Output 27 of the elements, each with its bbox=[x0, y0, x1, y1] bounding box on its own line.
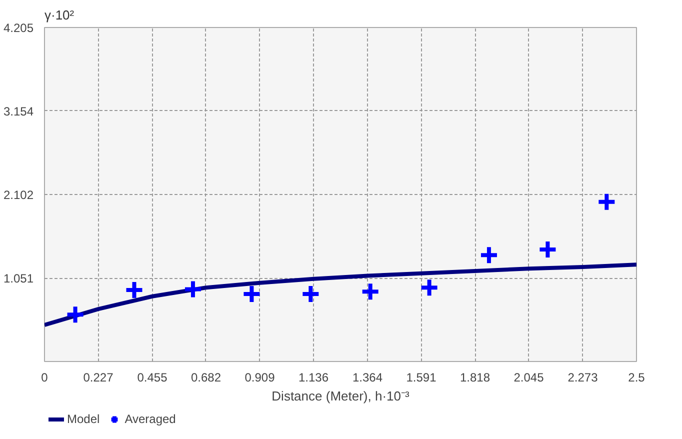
x-tick-label: 1.818 bbox=[460, 370, 490, 384]
y-tick-label: 1.051 bbox=[3, 272, 34, 286]
legend-label: Averaged bbox=[124, 412, 176, 426]
point bbox=[478, 245, 499, 266]
y-tick-label: 2.102 bbox=[3, 188, 34, 202]
x-tick-label: 2.5 bbox=[628, 370, 646, 384]
y-axis-title: γ·10² bbox=[44, 8, 75, 22]
y-tick-label: 4.205 bbox=[3, 21, 34, 35]
x-tick-label: 0 bbox=[41, 370, 48, 384]
x-tick-label: 1.364 bbox=[352, 370, 383, 384]
x-tick-label: 0.682 bbox=[190, 370, 222, 384]
x-axis-title: Distance (Meter), h·10⁻³ bbox=[272, 388, 410, 404]
point bbox=[419, 278, 440, 298]
x-tick-label: 2.273 bbox=[568, 370, 598, 384]
point bbox=[596, 192, 617, 212]
line-series bbox=[44, 262, 636, 327]
y-tick-label: 3.154 bbox=[3, 104, 34, 118]
point bbox=[360, 282, 380, 302]
x-tick-label: 0.227 bbox=[83, 370, 114, 384]
point bbox=[182, 279, 203, 300]
x-tick-label: 1.136 bbox=[298, 370, 329, 384]
legend-label: Model bbox=[67, 412, 100, 426]
x-tick-label: 0.909 bbox=[244, 370, 276, 384]
x-tick-label: 2.045 bbox=[514, 370, 544, 384]
x-tick-label: 1.591 bbox=[406, 370, 437, 384]
x-tick-label: 0.455 bbox=[137, 370, 168, 384]
point bbox=[65, 304, 86, 325]
